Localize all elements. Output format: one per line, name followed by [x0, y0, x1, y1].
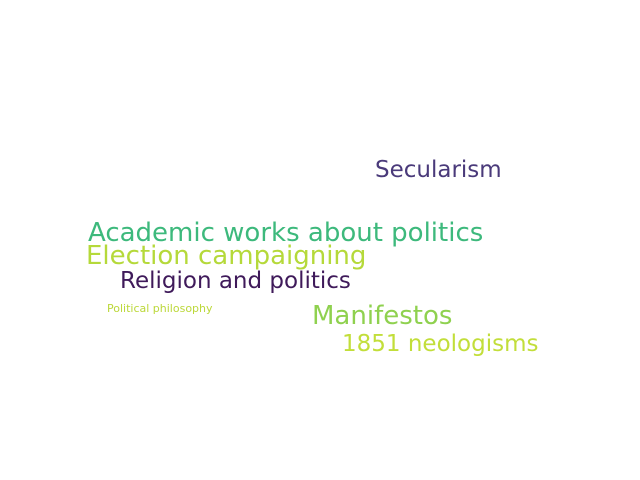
word-secularism: Secularism [375, 157, 502, 183]
word-academic-works-about-politics: Academic works about politics [88, 218, 484, 248]
word-election-campaigning: Election campaigning [86, 241, 367, 271]
word-religion-and-politics: Religion and politics [120, 268, 351, 294]
word-manifestos: Manifestos [312, 301, 453, 331]
word-1851-neologisms: 1851 neologisms [342, 331, 539, 357]
word-political-philosophy: Political philosophy [107, 302, 213, 315]
